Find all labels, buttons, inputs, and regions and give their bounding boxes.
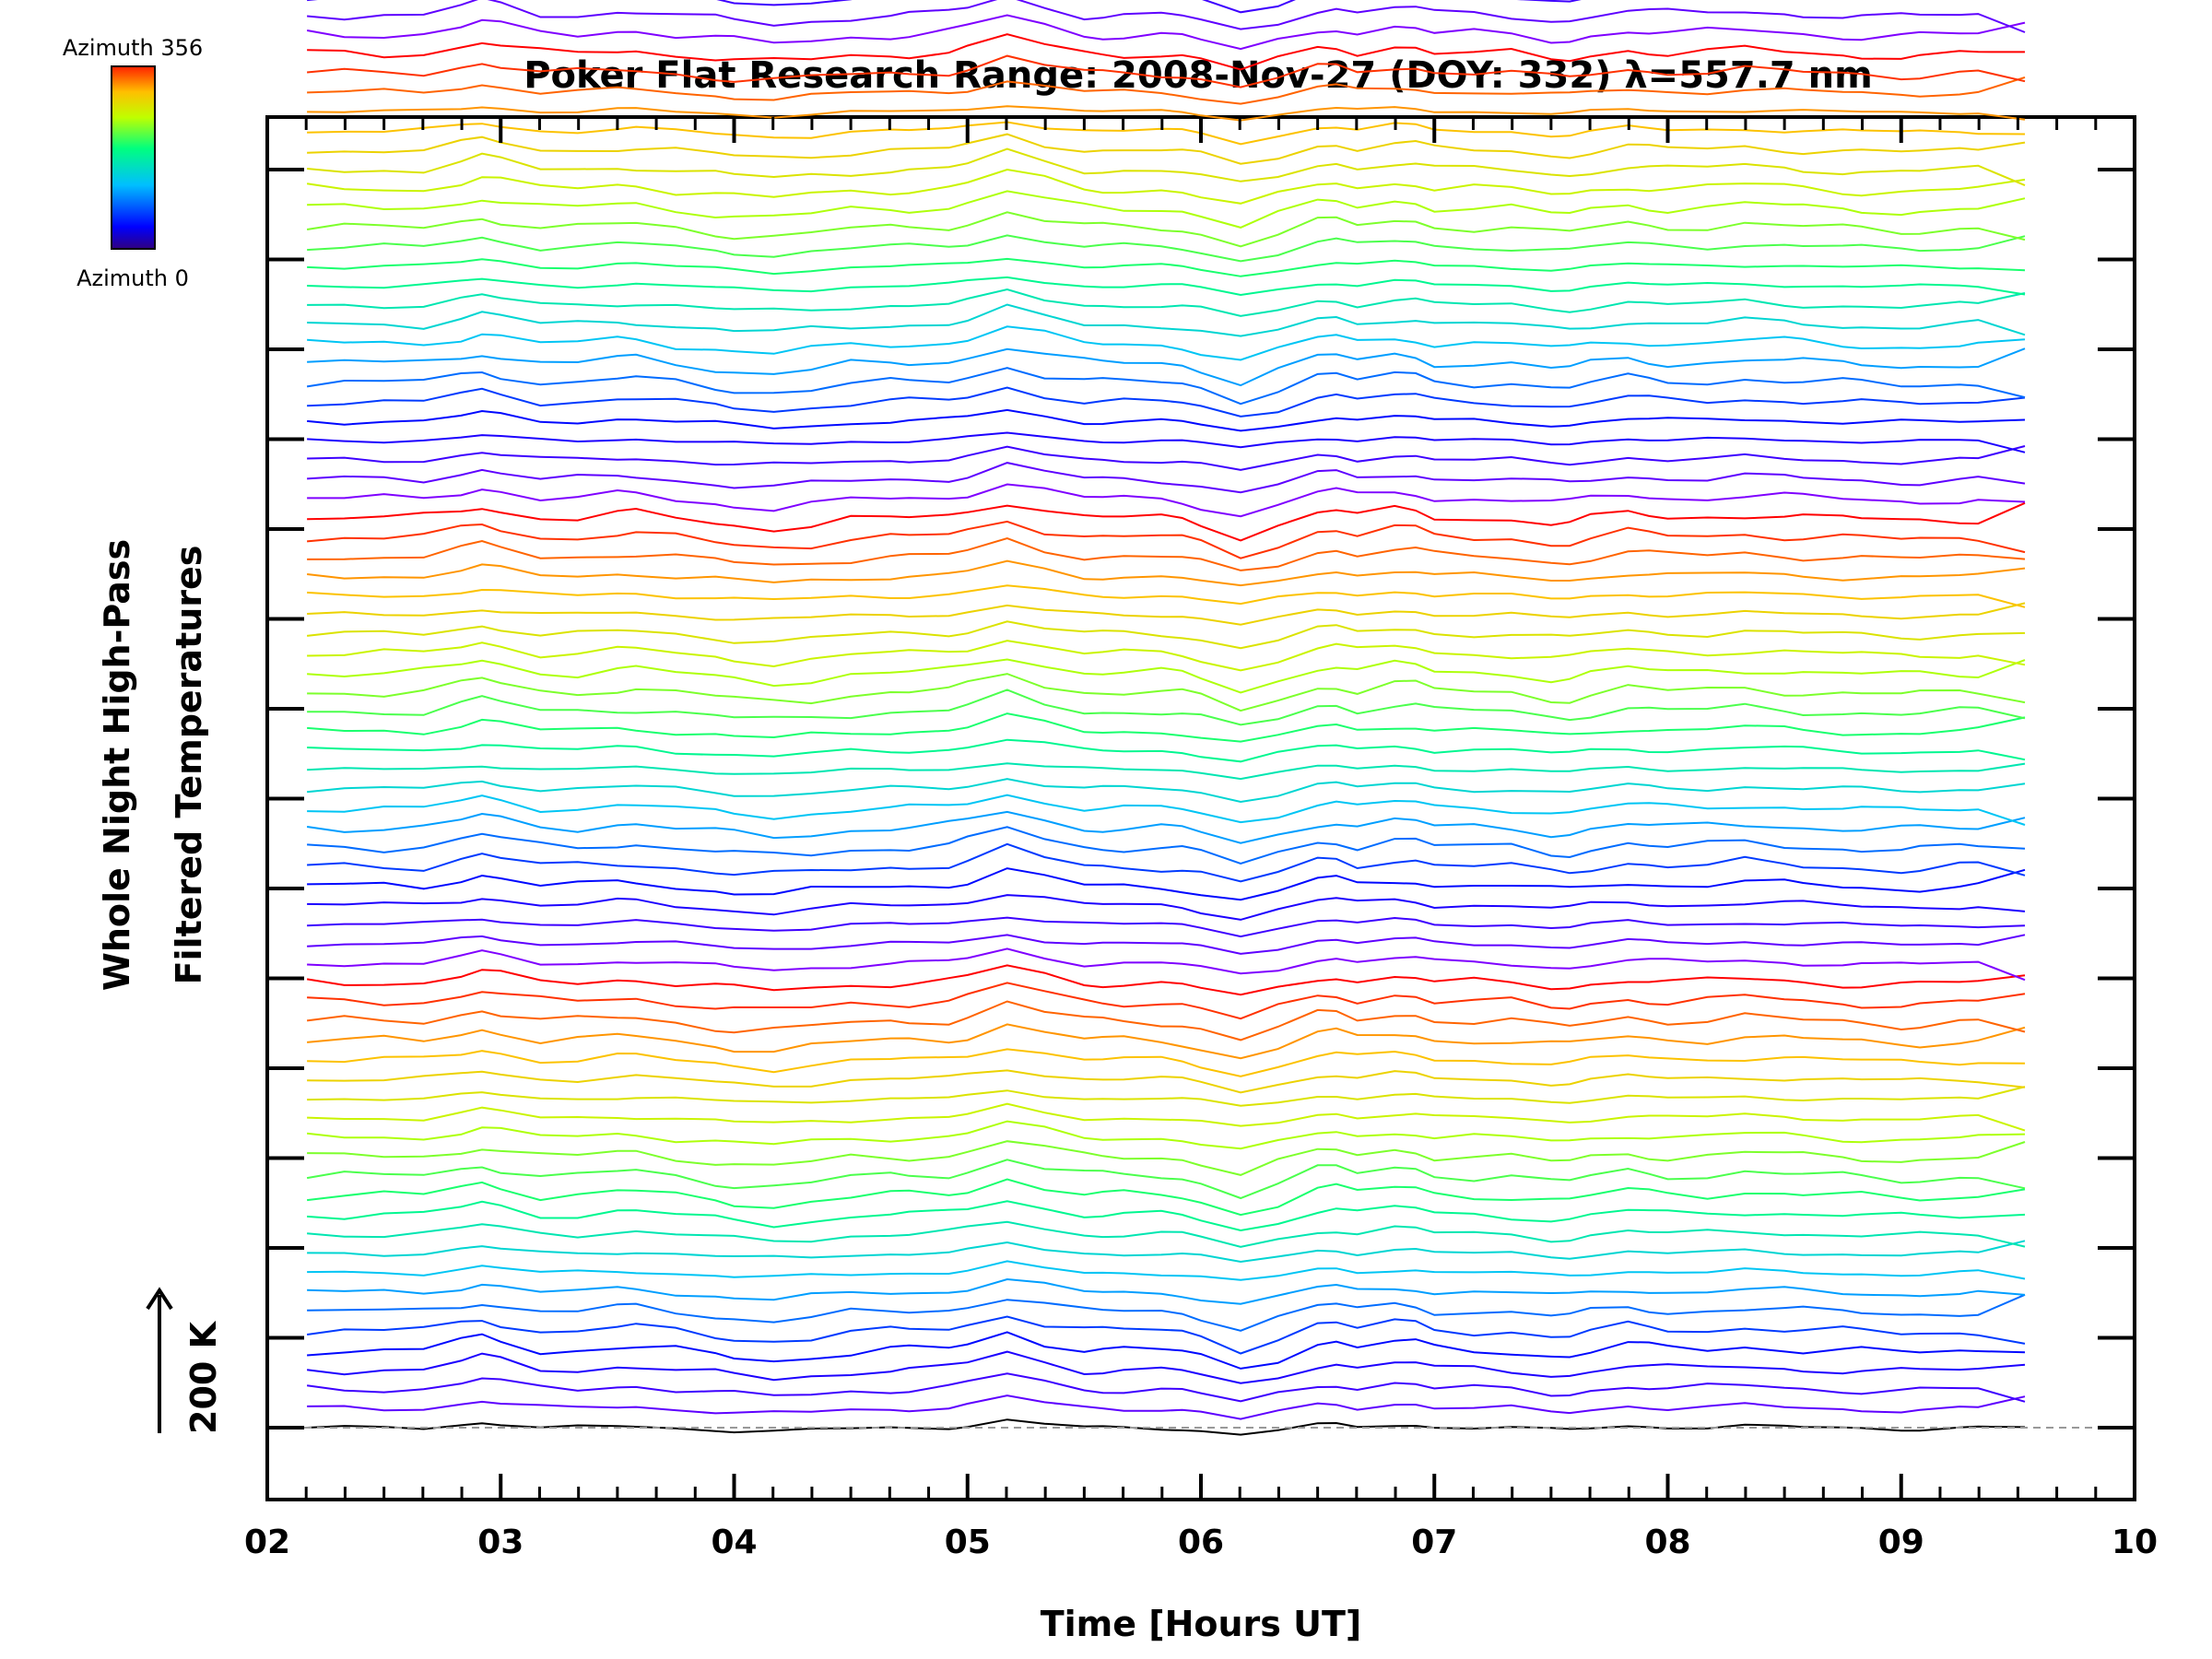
- temperature-trace: [307, 1418, 2026, 1436]
- temperature-trace: [307, 762, 2026, 781]
- temperature-trace: [307, 234, 2026, 263]
- temperature-trace: [307, 1240, 2026, 1264]
- temperature-trace: [307, 0, 1582, 14]
- temperature-trace: [307, 934, 2026, 955]
- x-tick-label: 02: [244, 1524, 290, 1561]
- temperature-trace: [306, 1372, 2026, 1403]
- temperature-trace: [306, 1178, 2026, 1217]
- temperature-trace: [307, 982, 2026, 1020]
- temperature-trace: [307, 0, 2026, 33]
- colorbar: [111, 65, 156, 250]
- temperature-trace: [307, 257, 2026, 277]
- scale-bar-label: 200 K: [183, 1320, 224, 1434]
- temperature-trace: [306, 367, 2026, 406]
- temperature-trace: [307, 303, 2026, 337]
- temperature-trace: [307, 105, 2026, 122]
- temperature-trace: [306, 211, 2026, 248]
- temperature-trace: [307, 602, 2026, 626]
- temperature-trace: [307, 794, 2026, 826]
- x-tick-label: 04: [711, 1524, 757, 1561]
- temperature-trace: [307, 76, 2026, 105]
- temperature-trace: [307, 408, 2026, 432]
- temperature-trace: [307, 584, 2026, 608]
- temperature-trace: [307, 640, 2026, 672]
- temperature-trace: [306, 1159, 2026, 1200]
- x-tick-label: 06: [1178, 1524, 1224, 1561]
- temperature-trace: [307, 1220, 2026, 1248]
- temperature-trace: [307, 712, 2026, 743]
- temperature-trace: [307, 462, 2026, 494]
- temperature-trace: [307, 673, 2026, 712]
- temperature-trace: [307, 658, 2026, 694]
- temperature-trace: [306, 1315, 2026, 1355]
- temperature-trace: [306, 620, 2026, 650]
- y-axis-label-line2: Filtered Temperatures: [169, 546, 209, 985]
- x-tick-label: 03: [477, 1524, 524, 1561]
- x-axis-label: Time [Hours UT]: [1041, 1604, 1362, 1644]
- temperature-trace: [307, 1331, 2026, 1370]
- temperature-trace: [307, 1293, 2026, 1332]
- x-tick-label: 08: [1644, 1524, 1690, 1561]
- temperature-trace: [307, 347, 2026, 387]
- temperature-trace: [307, 867, 2026, 901]
- temperature-trace: [307, 916, 2026, 938]
- temperature-trace: [306, 168, 2026, 205]
- colorbar-top-label: Azimuth 356: [63, 35, 203, 61]
- x-tick-label: 07: [1411, 1524, 1457, 1561]
- temperature-trace: [307, 842, 2026, 883]
- temperature-trace: [307, 288, 2026, 317]
- scale-bar: [146, 1287, 173, 1433]
- temperature-trace: [306, 559, 2026, 587]
- temperature-trace: [307, 1260, 2026, 1281]
- x-tick-label: 09: [1878, 1524, 1924, 1561]
- temperature-trace: [307, 54, 2026, 88]
- temperature-trace: [307, 147, 2026, 187]
- temperature-trace: [307, 738, 2026, 763]
- temperature-trace: [307, 1394, 2026, 1420]
- temperature-trace: [306, 1120, 2026, 1150]
- temperature-trace: [307, 1023, 2026, 1060]
- temperature-trace: [307, 1048, 2026, 1077]
- temperature-trace: [307, 483, 2026, 518]
- temperature-trace: [307, 520, 2026, 559]
- temperature-trace: [307, 826, 2026, 865]
- colorbar-bottom-label: Azimuth 0: [76, 265, 189, 291]
- temperature-trace: [307, 276, 2026, 297]
- temperature-trace: [307, 133, 2026, 165]
- temperature-trace: [307, 1140, 2026, 1176]
- temperature-trace: [306, 14, 2026, 51]
- temperature-trace: [307, 688, 2026, 726]
- x-tick-label: 10: [2112, 1524, 2158, 1561]
- temperature-trace: [307, 386, 2026, 418]
- temperature-trace: [307, 1102, 2026, 1132]
- temperature-trace: [307, 947, 2026, 982]
- temperature-trace: [306, 964, 2026, 996]
- temperature-trace: [307, 1069, 2026, 1094]
- temperature-trace: [307, 894, 2026, 921]
- scale-bar-arrowhead: [146, 1287, 173, 1311]
- temperature-trace: [307, 501, 2026, 542]
- trace-group: [306, 0, 2026, 1436]
- temperature-trace: [306, 1000, 2026, 1041]
- temperature-trace: [307, 325, 2026, 361]
- y-axis-label-line1: Whole Night High-Pass: [97, 539, 137, 991]
- temperature-trace: [307, 121, 2026, 146]
- x-tick-label: 05: [945, 1524, 991, 1561]
- temperature-trace: [306, 810, 2026, 844]
- temperature-trace: [307, 1200, 2026, 1232]
- chart-title: Poker Flat Research Range: 2008-Nov-27 (…: [524, 54, 1873, 97]
- tick-group: [267, 117, 2135, 1500]
- x-tick-labels: 02 03 04 05 06 07 08 09 10: [244, 1524, 2158, 1561]
- temperature-trace: [307, 1277, 2026, 1305]
- temperature-trace: [307, 431, 2026, 453]
- temperature-trace: [307, 445, 2026, 471]
- temperature-trace: [307, 537, 2026, 571]
- temperature-trace: [306, 778, 2026, 804]
- temperature-trace: [307, 33, 2026, 71]
- temperature-trace: [306, 1350, 2026, 1384]
- temperature-trace: [307, 1086, 2026, 1107]
- temperature-trace: [307, 190, 2026, 229]
